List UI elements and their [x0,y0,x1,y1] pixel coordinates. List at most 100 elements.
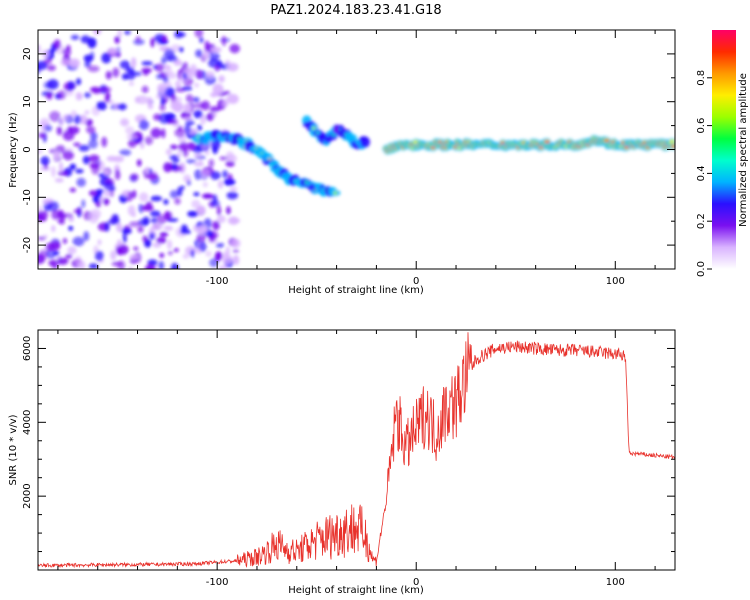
spectrogram-blob [87,37,97,49]
spectrogram-blob [60,58,72,67]
x-tick-label: -100 [206,276,229,287]
spectrogram-blob [200,168,211,177]
spectrogram-blob [209,106,221,112]
spectrogram-blob [150,217,158,224]
spectrogram-blob [158,112,171,124]
x-tick-label: 0 [413,276,419,287]
spectrogram-blob [76,177,86,187]
spectrogram-blob [185,119,195,126]
spectrogram-blob [163,199,169,205]
spectrogram-blob [90,208,102,219]
spectrogram-blob [206,70,215,79]
spectrogram-blob [181,62,189,70]
spectrogram-blob [139,192,149,202]
spectrogram-blob [212,112,217,118]
spectrogram-blob [160,96,165,106]
snr-xlabel: Height of straight line (km) [288,585,424,596]
spectrogram-blob [212,194,218,204]
spectrogram-blob [121,228,132,235]
spectrogram-blob [75,168,84,174]
spectrogram-blob [152,222,163,231]
spectrogram-blob [183,116,194,121]
spectrogram-blob [169,144,178,150]
spectrogram-blob [101,136,108,148]
spectrogram-blob [214,251,222,262]
spectrogram-blob [137,226,144,233]
spectrogram-blob [217,180,224,189]
spectrogram-blob [121,73,130,80]
spectrogram-blob [81,199,86,209]
spectrogram-blob [95,188,105,194]
spectrogram-blob [156,237,167,244]
spectrogram-blob [115,245,124,256]
y-tick-label: 10 [22,95,33,108]
spectrogram-blob [232,249,240,254]
spectrogram-blob [45,248,57,259]
spectrogram-blob [170,99,179,111]
spectrogram-blob [209,258,219,268]
spectrogram-blob [163,225,174,231]
spectrogram-blob [210,139,221,150]
spectrogram-blob [197,124,203,131]
spectrogram-blob [68,80,76,90]
spectrogram-blob [174,197,181,205]
spectrogram-blob [170,262,179,269]
spectrogram-blob [57,219,63,224]
spectrogram-blob [131,190,137,199]
spectrogram-blob [51,166,56,178]
spectrogram-blob [173,248,179,253]
spectrogram-blob [47,201,59,212]
spectrogram-blob [126,133,139,140]
colorbar-tick-label: 0.4 [696,165,707,181]
spectrogram-blob [97,239,102,246]
y-tick-label: 20 [22,48,33,61]
spectrogram-blob [205,250,212,257]
spectrogram-blob [152,242,162,248]
spectrogram-blob [144,239,152,248]
spectrogram-blob [201,193,214,199]
spectrogram-blob [111,213,119,222]
spectrogram-blob [57,90,67,100]
spectrogram-blob [232,218,241,223]
spectrogram-blob [227,93,239,104]
spectrogram-blob [180,224,188,233]
spectrogram-blob [73,114,82,125]
spectrogram-blob [166,239,173,250]
spectrogram-blob [204,150,210,156]
spectrogram-blob [141,61,153,66]
spectrogram-blob [130,71,142,77]
y-tick-label: 0 [22,146,33,152]
spectrogram-blob [158,261,165,269]
spectrogram-blob [108,48,119,55]
spectrogram-blob [219,156,228,161]
spectrogram-blob [101,52,112,64]
spectrogram-xlabel: Height of straight line (km) [288,285,424,296]
colorbar-tick-label: 0.0 [696,261,707,277]
spectrogram-blob [83,231,90,242]
spectrogram-blob [38,236,47,241]
spectrogram-feature [191,129,341,197]
spectrogram-blob [185,159,197,164]
spectrogram-blob [221,254,233,265]
spectrogram-blob [150,195,163,202]
spectrogram-blob [89,162,101,169]
spectrogram-blob [128,81,135,86]
x-tick-label: -100 [206,577,229,588]
spectrogram-blob [119,149,132,156]
spectrogram-blob [47,79,59,90]
spectrogram-blob [229,186,238,192]
colorbar-gradient [712,30,736,269]
spectrogram-blob [94,250,104,261]
spectrogram-blob [187,210,198,218]
spectrogram-blob [175,32,186,38]
spectrogram-feature [38,30,241,269]
spectrogram-blob [73,208,82,214]
spectrogram-blob [67,246,77,255]
spectrogram-blob [171,158,180,164]
spectrogram-blob [149,232,156,240]
spectrogram-blob [165,86,175,98]
spectrogram-blob [224,59,231,65]
spectrogram-blob [114,169,121,181]
spectrogram-blob [38,249,49,259]
spectrogram-blob [47,64,56,72]
